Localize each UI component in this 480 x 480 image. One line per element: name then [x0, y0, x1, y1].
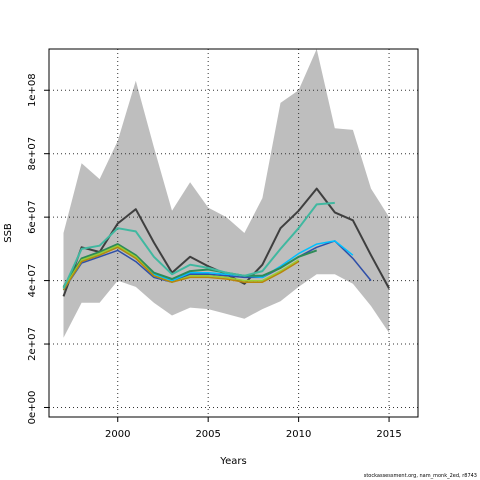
x-tick-label: 2000 — [105, 429, 130, 440]
y-tick-label: 0e+00 — [27, 391, 38, 425]
y-tick-label: 4e+07 — [27, 264, 38, 298]
y-axis-title: SSB — [3, 223, 14, 243]
series-line-6 — [62, 246, 299, 291]
plot-frame — [48, 48, 419, 418]
x-tick-label: 2005 — [195, 429, 220, 440]
x-tick-label: 2010 — [286, 429, 311, 440]
series-layer — [62, 187, 390, 297]
y-tick-label: 8e+07 — [27, 137, 38, 171]
source-credit: stockassessment.org, nam_monk_2ed, r8743 — [363, 473, 477, 479]
series-line-5 — [62, 244, 299, 289]
confidence-band-layer — [63, 49, 390, 338]
x-axis-title: Years — [219, 456, 246, 467]
y-tick-label: 1e+08 — [27, 73, 38, 107]
y-tick-label: 6e+07 — [27, 200, 38, 234]
y-axis: 0e+00 2e+07 4e+07 6e+07 8e+07 1e+08 — [27, 73, 49, 424]
series-line-2 — [62, 240, 372, 291]
x-tick-label: 2015 — [376, 429, 401, 440]
series-line-7 — [62, 201, 335, 289]
y-tick-label: 2e+07 — [27, 327, 38, 361]
x-axis: 2000 2005 2010 2015 — [105, 417, 402, 440]
confidence-band — [63, 49, 390, 338]
series-line-4 — [62, 243, 318, 288]
